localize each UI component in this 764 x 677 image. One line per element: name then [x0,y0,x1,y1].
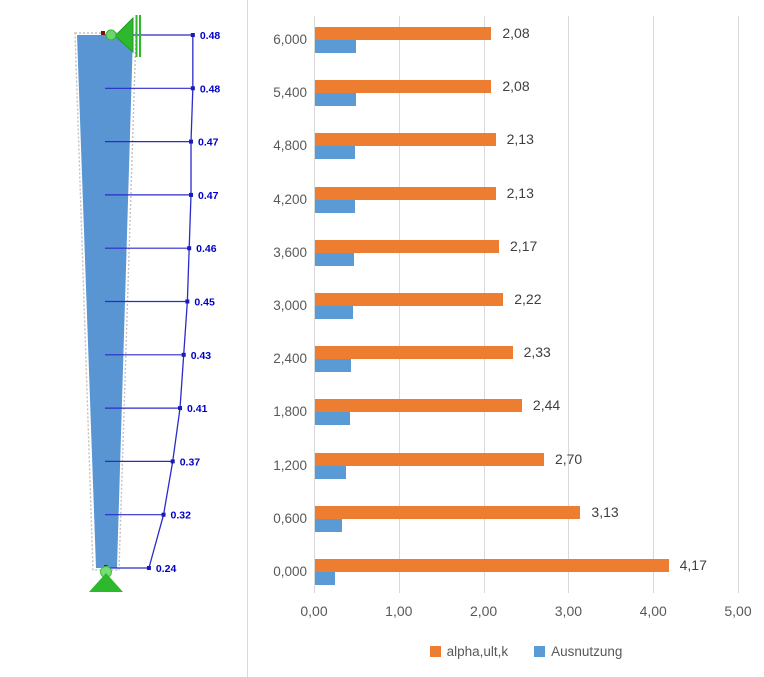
category-label: 6,000 [273,32,307,47]
category-label: 4,200 [273,191,307,207]
bottom-support [89,565,123,592]
category-label: 3,600 [273,244,307,260]
x-tick-label: 4,00 [639,603,667,619]
result-point-marker [161,512,166,517]
ausnutzung-bar [315,306,354,319]
gridline [653,16,655,593]
ausnutzung-bar [315,146,355,160]
category-label: 1,800 [273,404,307,420]
legend-label-ausnutzung: Ausnutzung [551,644,623,659]
alpha-series-swatch-icon [429,646,441,657]
legend-label-alpha: alpha,ult,k [446,644,509,659]
alpha-data-label: 2,13 [506,131,534,148]
x-tick-label: 3,00 [554,603,583,619]
result-point-marker [181,352,186,357]
category-label: 4,800 [273,138,307,154]
member-diagram-panel: 0.48 0.48 0.47 0.47 0.46 0.45 0.43 0.41 0.37 0.32… [0,0,247,677]
alpha-bar [315,293,504,306]
result-value-label: 0.37 [180,456,201,468]
top-support-hinge-icon [105,29,117,41]
result-point-marker [189,139,194,144]
bar-chart-panel: 6,000 2,08 5,400 2,08 4,800 2,13 4,200 2,13 3,60… [247,0,764,677]
alpha-data-label: 2,13 [506,184,534,201]
result-value-label: 0.24 [156,563,177,575]
alpha-bar [315,559,669,572]
alpha-bar [315,80,492,94]
ausnutzung-bar [315,93,356,107]
gridline [738,16,739,593]
alpha-bar [315,505,581,519]
result-value-label: 0.45 [194,297,215,309]
result-value-label: 0.43 [191,350,212,362]
result-value-label: 0.32 [171,510,192,522]
alpha-data-label: 3,13 [591,503,619,520]
result-point-marker [189,192,194,197]
result-point-marker [170,459,175,464]
alpha-data-label: 4,17 [679,557,707,573]
ausnutzung-series-swatch-icon [534,646,546,657]
alpha-bar [315,186,496,200]
category-label: 5,400 [273,85,307,101]
result-value-label: 0.47 [198,137,219,149]
alpha-data-label: 2,44 [532,397,561,414]
result-point-marker [190,86,195,91]
result-point-marker [187,246,192,251]
alpha-bar [315,399,522,413]
result-point-marker [146,566,151,570]
chart-legend: alpha,ult,k Ausnutzung [314,644,738,659]
result-value-label: 0.48 [200,83,221,95]
ausnutzung-bar [315,412,350,426]
alpha-data-label: 2,22 [514,291,542,307]
alpha-data-label: 2,70 [554,450,583,467]
alpha-data-label: 2,33 [523,344,551,361]
x-tick-label: 5,00 [724,603,752,619]
bottom-support-triangle-icon [89,573,123,592]
result-point-marker [185,299,190,304]
ausnutzung-bar [315,465,347,479]
ausnutzung-bar [315,518,343,532]
ausnutzung-bar [315,252,354,266]
result-point-marker [190,33,195,37]
alpha-data-label: 2,08 [502,78,530,95]
alpha-bar [315,133,496,147]
x-tick-label: 0,00 [300,603,328,619]
ausnutzung-bar [315,199,355,213]
legend-item-alpha: alpha,ult,k [429,644,509,659]
category-label: 0,000 [273,564,307,579]
alpha-bar [315,239,500,253]
result-value-label: 0.46 [196,243,217,255]
panel-divider [247,0,248,677]
ausnutzung-bar [315,40,356,53]
top-support [101,15,141,57]
category-label: 0,600 [273,510,307,526]
alpha-data-label: 2,17 [510,237,538,254]
member-diagram: 0.48 0.48 0.47 0.47 0.46 0.45 0.43 0.41 0.37 0.32… [74,15,220,592]
top-support-triangle-icon [114,16,134,54]
result-value-label: 0.41 [187,403,208,415]
ausnutzung-bar [315,572,336,585]
alpha-data-label: 2,08 [502,25,530,41]
ausnutzung-bar [315,359,352,373]
result-value-label: 0.48 [200,30,221,42]
legend-item-ausnutzung: Ausnutzung [534,644,622,659]
alpha-bar [315,346,513,360]
x-tick-label: 1,00 [385,603,413,619]
top-node-marker [101,31,105,35]
gridline [568,16,570,593]
alpha-bar [315,27,492,40]
x-tick-label: 2,00 [469,603,498,619]
result-diagram-group: 0.48 0.48 0.47 0.47 0.46 0.45 0.43 0.41 0.37 0.32… [105,30,220,575]
result-value-label: 0.47 [198,190,219,202]
category-label: 1,200 [273,457,307,473]
alpha-bar [315,452,544,466]
gridline [314,16,315,593]
result-point-marker [178,406,183,411]
category-label: 3,000 [273,298,307,313]
category-label: 2,400 [273,351,307,367]
